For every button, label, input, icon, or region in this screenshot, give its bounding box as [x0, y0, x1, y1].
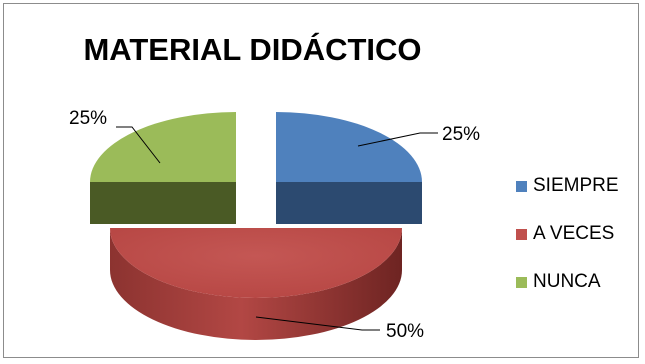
data-label-siempre: 25%	[442, 124, 480, 145]
slice-nunca	[90, 112, 236, 182]
legend-label-a-veces: A VECES	[533, 223, 615, 244]
legend-label-siempre: SIEMPRE	[533, 175, 619, 196]
leader-line-siempre	[357, 132, 438, 147]
leader-line-a-veces	[255, 316, 380, 331]
legend-swatch-siempre	[516, 180, 527, 192]
legend-item-siempre: SIEMPRE	[516, 162, 619, 210]
slice-a-veces	[110, 228, 402, 298]
legend-swatch-nunca	[516, 276, 527, 288]
legend-item-nunca: NUNCA	[516, 258, 619, 306]
data-label-nunca: 25%	[69, 108, 107, 129]
data-label-a-veces: 50%	[386, 321, 424, 342]
legend-swatch-a-veces	[516, 228, 527, 240]
slice-nunca-side	[90, 112, 236, 224]
chart-title: MATERIAL DIDÁCTICO	[83, 32, 422, 67]
leader-line-nunca	[116, 126, 161, 164]
slice-a-veces-side	[110, 228, 402, 340]
legend-label-nunca: NUNCA	[533, 271, 601, 292]
slice-siempre-side	[276, 112, 422, 224]
legend-item-a-veces: A VECES	[516, 210, 619, 258]
legend: SIEMPRE A VECES NUNCA	[516, 162, 619, 306]
slice-siempre	[276, 112, 422, 182]
